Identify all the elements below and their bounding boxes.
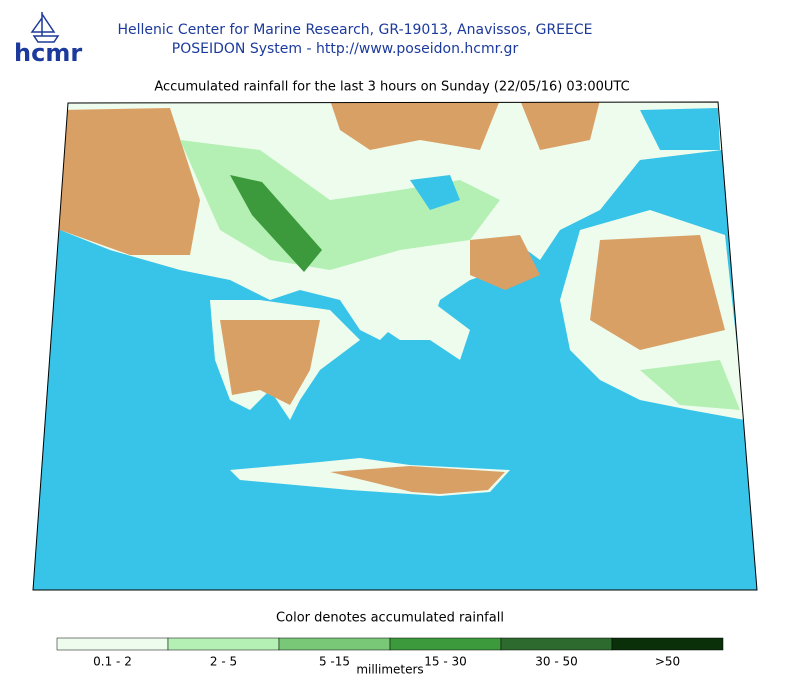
black-sea	[640, 108, 720, 150]
legend-label: 0.1 - 2	[93, 655, 132, 669]
map-frame	[32, 101, 758, 591]
lake	[410, 175, 460, 210]
rain-heavy-band	[230, 175, 322, 272]
legend-title: Color denotes accumulated rainfall	[276, 611, 504, 626]
institution: Hellenic Center for Marine Research, GR-…	[117, 22, 592, 38]
rain-free-turkey	[590, 235, 725, 350]
rain-free-crete	[330, 466, 505, 494]
rain-free-peloponnese	[220, 320, 320, 405]
rain-free-northeast	[520, 102, 600, 150]
legend-swatch	[611, 637, 724, 651]
legend-swatch	[167, 637, 280, 651]
land-attica	[370, 300, 470, 360]
rain-free-west	[60, 108, 200, 255]
legend-label: 5 -15	[319, 655, 350, 669]
rain-free-north	[330, 102, 500, 150]
legend-label: >50	[655, 655, 680, 669]
logo-text: hcmr	[14, 39, 82, 67]
legend-swatch	[500, 637, 613, 651]
marmara-sea	[640, 175, 695, 195]
map	[33, 102, 757, 590]
legend-label: 30 - 50	[535, 655, 578, 669]
logo-ship	[30, 11, 60, 43]
legend-units: millimeters	[356, 663, 423, 677]
rain-light-southeast	[640, 360, 740, 410]
rain-light-central	[180, 140, 500, 270]
legend-swatch	[278, 637, 391, 651]
logo: hcmr	[14, 11, 82, 67]
legend: 0.1 - 2 2 - 5 5 -15 15 - 30 30 - 50 >50	[56, 637, 724, 669]
rain-free-chalkidiki	[470, 235, 540, 290]
system-url: POSEIDON System - http://www.poseidon.hc…	[172, 41, 519, 57]
legend-label: 15 - 30	[424, 655, 467, 669]
legend-swatch	[389, 637, 502, 651]
legend-label: 2 - 5	[210, 655, 237, 669]
map-title: Accumulated rainfall for the last 3 hour…	[154, 80, 629, 95]
legend-swatch	[56, 637, 169, 651]
